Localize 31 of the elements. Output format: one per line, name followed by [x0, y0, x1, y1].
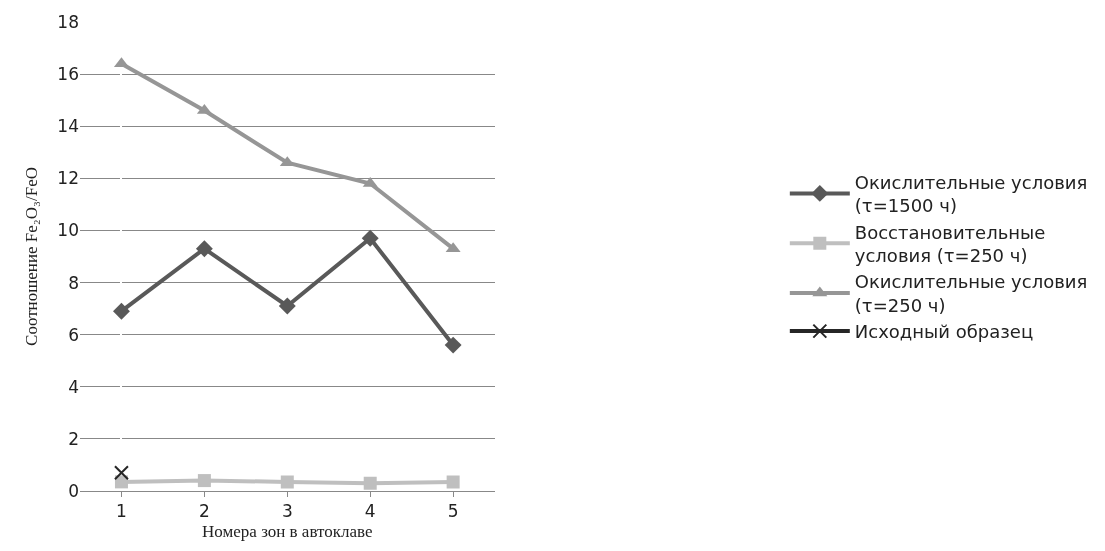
- point: [361, 229, 379, 247]
- y-tick-label: 0: [68, 480, 79, 501]
- x-tick-label: 3: [281, 501, 293, 522]
- y-tick-label: 4: [68, 376, 79, 397]
- y-tick-label: 10: [57, 220, 79, 241]
- point: [446, 475, 460, 489]
- point: [113, 465, 129, 481]
- y-tick-label: 2: [68, 428, 79, 449]
- point: [195, 240, 213, 258]
- legend-label: Окислительные условия (τ=1500 ч): [854, 171, 1088, 217]
- point: [363, 476, 377, 490]
- legend-label: Исходный образец: [854, 321, 1034, 343]
- x-tick-label: 2: [198, 501, 210, 522]
- y-tick-label: 12: [57, 168, 79, 189]
- point: [113, 302, 130, 320]
- y-tick-label: 14: [57, 116, 79, 137]
- point: [280, 475, 294, 489]
- y-tick-label: 8: [68, 272, 79, 293]
- x-tick-label: 4: [364, 501, 376, 522]
- legend-label: Окислительные условия (τ=250 ч): [854, 271, 1088, 316]
- point: [278, 297, 296, 315]
- x-tick-label: 5: [447, 501, 459, 522]
- x-axis-title: Номера зон в автоклаве: [202, 521, 373, 541]
- point: [444, 336, 462, 354]
- y-tick-label: 18: [57, 11, 79, 32]
- x-tick-label: 1: [116, 501, 127, 522]
- y-axis-title: Соотношение Fe₂O₃/FeO: [21, 167, 41, 346]
- y-tick-label: 6: [68, 324, 79, 345]
- point: [197, 474, 211, 488]
- y-tick-label: 16: [57, 64, 79, 85]
- legend-label: Восстановительные условия (τ=250 ч): [854, 221, 1046, 266]
